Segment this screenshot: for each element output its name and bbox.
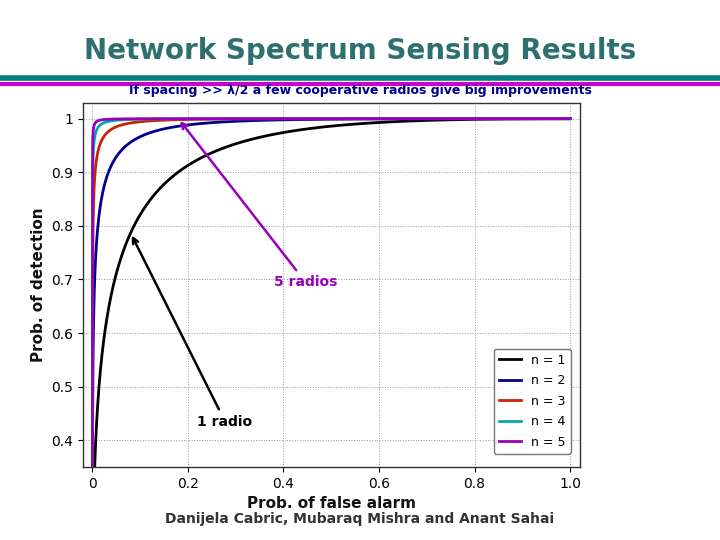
Text: 1 radio: 1 radio xyxy=(133,238,253,429)
Text: If spacing >> λ/2 a few cooperative radios give big improvements: If spacing >> λ/2 a few cooperative radi… xyxy=(129,84,591,97)
Y-axis label: Prob. of detection: Prob. of detection xyxy=(30,207,45,362)
Text: Network Spectrum Sensing Results: Network Spectrum Sensing Results xyxy=(84,37,636,65)
Text: 5 radios: 5 radios xyxy=(181,123,337,289)
Text: Danijela Cabric, Mubaraq Mishra and Anant Sahai: Danijela Cabric, Mubaraq Mishra and Anan… xyxy=(166,512,554,526)
Legend: n = 1, n = 2, n = 3, n = 4, n = 5: n = 1, n = 2, n = 3, n = 4, n = 5 xyxy=(494,348,571,454)
X-axis label: Prob. of false alarm: Prob. of false alarm xyxy=(247,496,415,511)
